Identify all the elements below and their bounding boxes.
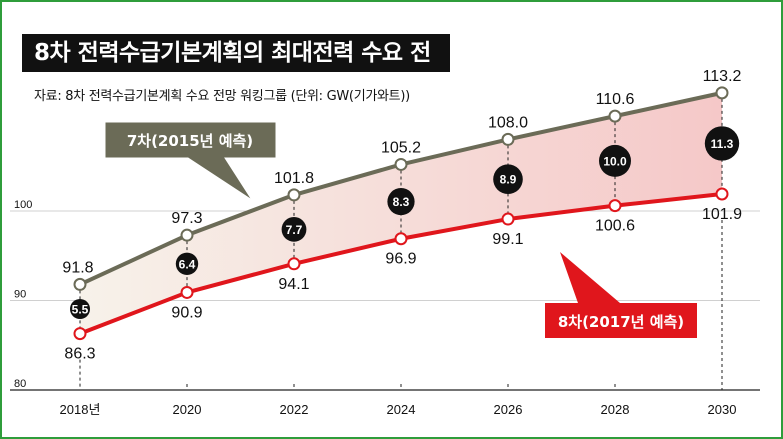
difference-badge <box>599 144 631 177</box>
data-point-8th-plan <box>394 232 408 246</box>
y-tick-label: 80 <box>14 378 26 390</box>
data-label-8th-plan: 101.9 <box>702 206 742 223</box>
data-label-8th-plan: 86.3 <box>64 346 95 363</box>
difference-badge <box>493 164 523 195</box>
x-tick-label: 2020 <box>173 402 202 417</box>
data-point-8th-plan <box>608 199 622 213</box>
difference-badge <box>70 299 90 320</box>
difference-badge <box>387 188 415 216</box>
x-tick-label: 2018년 <box>60 402 101 417</box>
difference-value: 10.0 <box>603 154 627 168</box>
difference-value: 5.5 <box>72 303 89 317</box>
difference-value: 11.3 <box>711 137 734 151</box>
y-tick-label: 90 <box>14 289 26 301</box>
data-label-7th-plan: 101.8 <box>274 170 314 187</box>
callout-8th-plan <box>545 252 697 338</box>
data-point-8th-plan <box>73 327 87 341</box>
data-label-7th-plan: 113.2 <box>703 68 742 85</box>
chart-title: 8차 전력수급기본계획의 최대전력 수요 전망 <box>22 34 450 104</box>
data-point-7th-plan <box>394 157 408 171</box>
data-point-7th-plan <box>501 132 515 146</box>
data-label-7th-plan: 110.6 <box>596 91 635 108</box>
data-point-7th-plan <box>73 277 87 291</box>
legend-label-8th-plan: 8차(2017년 예측) <box>558 313 684 331</box>
difference-value: 6.4 <box>179 257 196 271</box>
difference-badge <box>175 252 199 276</box>
data-point-8th-plan <box>180 285 194 299</box>
data-label-8th-plan: 90.9 <box>171 304 202 321</box>
x-tick-label: 2024 <box>387 402 416 417</box>
callout-7th-plan <box>104 121 277 201</box>
difference-value: 8.3 <box>393 195 410 209</box>
data-label-7th-plan: 91.8 <box>62 259 93 276</box>
y-tick-label: 100 <box>14 199 32 211</box>
data-point-7th-plan <box>608 109 622 123</box>
x-tick-label: 2030 <box>708 402 737 417</box>
data-point-7th-plan <box>715 86 729 100</box>
data-label-8th-plan: 100.6 <box>595 218 635 235</box>
x-tick-label: 2026 <box>494 402 523 417</box>
data-label-7th-plan: 105.2 <box>381 139 421 156</box>
data-point-8th-plan <box>287 257 301 271</box>
data-label-7th-plan: 108.0 <box>488 114 528 131</box>
difference-value: 8.9 <box>500 173 517 187</box>
data-point-7th-plan <box>287 188 301 202</box>
data-point-7th-plan <box>180 228 194 242</box>
x-tick-label: 2028 <box>601 402 630 417</box>
difference-value: 7.7 <box>286 223 303 237</box>
data-label-7th-plan: 97.3 <box>171 210 202 227</box>
difference-badge <box>704 126 740 161</box>
data-label-8th-plan: 96.9 <box>385 251 416 268</box>
data-label-8th-plan: 94.1 <box>278 276 309 293</box>
data-label-8th-plan: 99.1 <box>492 231 523 248</box>
data-point-8th-plan <box>715 187 729 201</box>
difference-badge <box>281 216 307 242</box>
legend-label-7th-plan: 7차(2015년 예측) <box>127 132 253 150</box>
data-point-8th-plan <box>501 212 515 226</box>
chart-source: 자료: 8차 전력수급기본계획 수요 전망 워킹그룹 (단위: GW(기가와트)… <box>34 89 410 104</box>
x-tick-label: 2022 <box>280 402 309 417</box>
